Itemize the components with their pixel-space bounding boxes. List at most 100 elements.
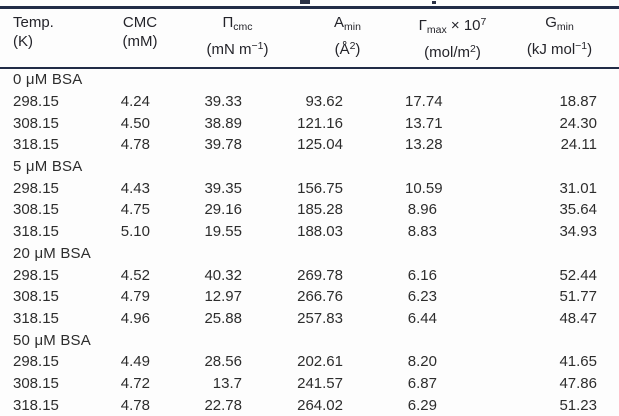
cell-pi_cmc: 39.33 bbox=[204, 93, 242, 111]
cell-gamma_max: 8.83 bbox=[407, 223, 437, 241]
header-text: ) bbox=[587, 41, 593, 58]
column-unit: (Å2) bbox=[290, 37, 405, 59]
cell-temp: 298.15 bbox=[13, 93, 59, 111]
column-title: Γmax × 107 bbox=[405, 13, 500, 40]
cell-cmc: 4.72 bbox=[120, 374, 150, 392]
section-label: 0 μM BSA bbox=[13, 71, 83, 89]
data-row: 308.15 4.72 13.7 241.57 6.87 47.86 bbox=[0, 373, 619, 395]
data-row: 318.15 4.78 22.78 264.02 6.29 51.23 bbox=[0, 394, 619, 416]
cell-pi_cmc: 40.32 bbox=[204, 266, 242, 284]
cell-temp: 308.15 bbox=[13, 374, 59, 392]
header-text: A bbox=[334, 14, 345, 31]
cell-g_min: 51.23 bbox=[559, 396, 597, 414]
header-text: G bbox=[545, 14, 557, 31]
cell-cmc: 4.78 bbox=[120, 396, 150, 414]
table-header: Temp. (K) CMC (mM) Πcmc (mN m−1) Amin (Å2) Γmax … bbox=[0, 7, 619, 69]
data-row: 308.15 4.50 38.89 121.16 13.71 24.30 bbox=[0, 112, 619, 134]
header-text-sub: cmc bbox=[233, 21, 253, 33]
header-text: CMC bbox=[122, 14, 158, 31]
data-row: 308.15 4.79 12.97 266.76 6.23 51.77 bbox=[0, 286, 619, 308]
cell-g_min: 18.87 bbox=[559, 93, 597, 111]
header-text-sub: min bbox=[556, 21, 574, 33]
cell-cmc: 4.24 bbox=[120, 93, 150, 111]
cell-a_min: 264.02 bbox=[297, 396, 343, 414]
cell-cmc: 4.50 bbox=[120, 114, 150, 132]
data-row: 308.15 4.75 29.16 185.28 8.96 35.64 bbox=[0, 199, 619, 221]
column-title: Amin bbox=[290, 13, 405, 37]
column-title: CMC bbox=[95, 13, 185, 32]
cell-gamma_max: 10.59 bbox=[405, 179, 443, 197]
cell-pi_cmc: 22.78 bbox=[204, 396, 242, 414]
cell-cmc: 4.52 bbox=[120, 266, 150, 284]
cell-g_min: 24.11 bbox=[560, 136, 597, 154]
cell-pi_cmc: 12.97 bbox=[204, 288, 242, 306]
column-header-pi_cmc: Πcmc (mN m−1) bbox=[185, 7, 290, 69]
data-row: 318.15 4.96 25.88 257.83 6.44 48.47 bbox=[0, 308, 619, 330]
cell-g_min: 47.86 bbox=[559, 374, 597, 392]
section-row: 0 μM BSA bbox=[0, 68, 619, 91]
column-header-g_min: Gmin (kJ mol−1) bbox=[500, 7, 619, 69]
cell-pi_cmc: 19.55 bbox=[204, 223, 242, 241]
cell-g_min: 41.65 bbox=[559, 353, 597, 371]
column-header-cmc: CMC (mM) bbox=[95, 7, 185, 69]
cell-gamma_max: 13.28 bbox=[405, 136, 443, 154]
section-row: 50 μM BSA bbox=[0, 329, 619, 351]
header-text: (Å bbox=[334, 41, 350, 58]
cell-temp: 298.15 bbox=[13, 179, 59, 197]
cell-a_min: 188.03 bbox=[297, 223, 343, 241]
cell-a_min: 257.83 bbox=[297, 309, 343, 327]
cell-temp: 308.15 bbox=[13, 288, 59, 306]
cell-g_min: 52.44 bbox=[559, 266, 597, 284]
cell-temp: 308.15 bbox=[13, 201, 59, 219]
cell-a_min: 121.16 bbox=[297, 114, 343, 132]
column-header-a_min: Amin (Å2) bbox=[290, 7, 405, 69]
cell-a_min: 202.61 bbox=[297, 353, 343, 371]
data-row: 298.15 4.24 39.33 93.62 17.74 18.87 bbox=[0, 91, 619, 113]
cell-cmc: 4.43 bbox=[120, 179, 150, 197]
header-text: (mol/m bbox=[424, 44, 470, 61]
column-unit: (mN m−1) bbox=[185, 37, 290, 59]
column-unit: (mM) bbox=[95, 32, 185, 51]
cell-pi_cmc: 13.7 bbox=[212, 374, 242, 392]
header-text: Π bbox=[222, 14, 234, 31]
cell-temp: 298.15 bbox=[13, 266, 59, 284]
cell-temp: 318.15 bbox=[13, 396, 59, 414]
header-text: (K) bbox=[13, 33, 33, 50]
header-text: (mM) bbox=[122, 33, 158, 50]
cell-cmc: 4.78 bbox=[120, 136, 150, 154]
cell-a_min: 93.62 bbox=[305, 93, 343, 111]
header-text: × 10 bbox=[446, 17, 481, 34]
cell-cmc: 4.96 bbox=[120, 309, 150, 327]
cell-gamma_max: 6.87 bbox=[407, 374, 437, 392]
column-header-gamma_max: Γmax × 107 (mol/m2) bbox=[405, 7, 500, 69]
header-text-sub: max bbox=[426, 24, 447, 36]
section-label: 5 μM BSA bbox=[13, 158, 83, 176]
cell-cmc: 5.10 bbox=[120, 223, 150, 241]
results-table: Temp. (K) CMC (mM) Πcmc (mN m−1) Amin (Å2) Γmax … bbox=[0, 6, 619, 416]
cell-a_min: 241.57 bbox=[297, 374, 343, 392]
cell-pi_cmc: 25.88 bbox=[204, 309, 242, 327]
cell-pi_cmc: 39.35 bbox=[204, 179, 242, 197]
cell-temp: 318.15 bbox=[13, 309, 59, 327]
cell-g_min: 35.64 bbox=[559, 201, 597, 219]
cell-gamma_max: 6.29 bbox=[407, 396, 437, 414]
cell-cmc: 4.75 bbox=[120, 201, 150, 219]
section-label: 50 μM BSA bbox=[13, 331, 91, 349]
cell-a_min: 185.28 bbox=[297, 201, 343, 219]
cell-pi_cmc: 29.16 bbox=[204, 201, 242, 219]
header-text: ) bbox=[263, 41, 269, 58]
column-unit: (kJ mol−1) bbox=[500, 37, 619, 59]
cell-a_min: 125.04 bbox=[297, 136, 343, 154]
header-text: (mN m bbox=[206, 41, 252, 58]
cell-a_min: 269.78 bbox=[297, 266, 343, 284]
cell-gamma_max: 8.96 bbox=[407, 201, 437, 219]
cell-g_min: 48.47 bbox=[559, 309, 597, 327]
data-row: 318.15 4.78 39.78 125.04 13.28 24.11 bbox=[0, 134, 619, 156]
header-row: Temp. (K) CMC (mM) Πcmc (mN m−1) Amin (Å2) Γmax … bbox=[0, 7, 619, 69]
header-text-sup: 2 bbox=[349, 40, 356, 52]
column-unit: (mol/m2) bbox=[405, 40, 500, 62]
column-title: Πcmc bbox=[185, 13, 290, 37]
cell-g_min: 34.93 bbox=[559, 223, 597, 241]
cell-cmc: 4.79 bbox=[120, 288, 150, 306]
data-row: 318.15 5.10 19.55 188.03 8.83 34.93 bbox=[0, 221, 619, 243]
